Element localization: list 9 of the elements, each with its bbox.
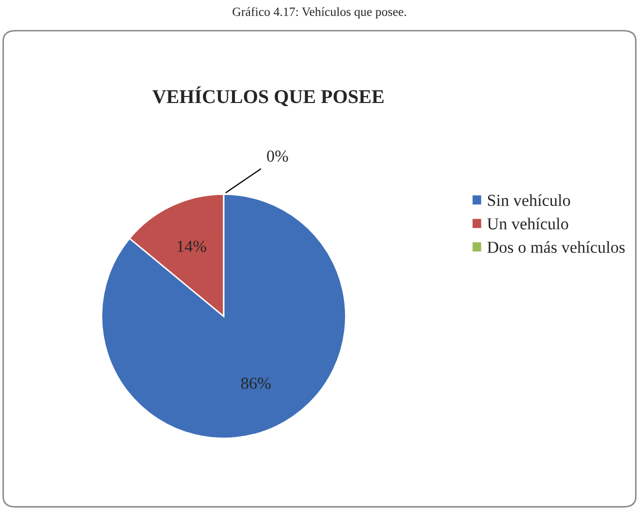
legend-label: Sin vehículo bbox=[488, 194, 570, 206]
legend-label: Dos o más vehículos bbox=[487, 241, 625, 253]
chart-title: VEHÍCULOS QUE POSEE bbox=[152, 86, 384, 106]
text: Gráfico 4.17: Vehículos que posee. bbox=[232, 7, 406, 19]
pie-slice bbox=[100, 193, 346, 440]
data-label: 86% bbox=[241, 378, 271, 389]
text: 0% bbox=[267, 150, 288, 162]
legend-label: Un vehículo bbox=[487, 218, 568, 230]
data-label: 14% bbox=[178, 240, 206, 252]
